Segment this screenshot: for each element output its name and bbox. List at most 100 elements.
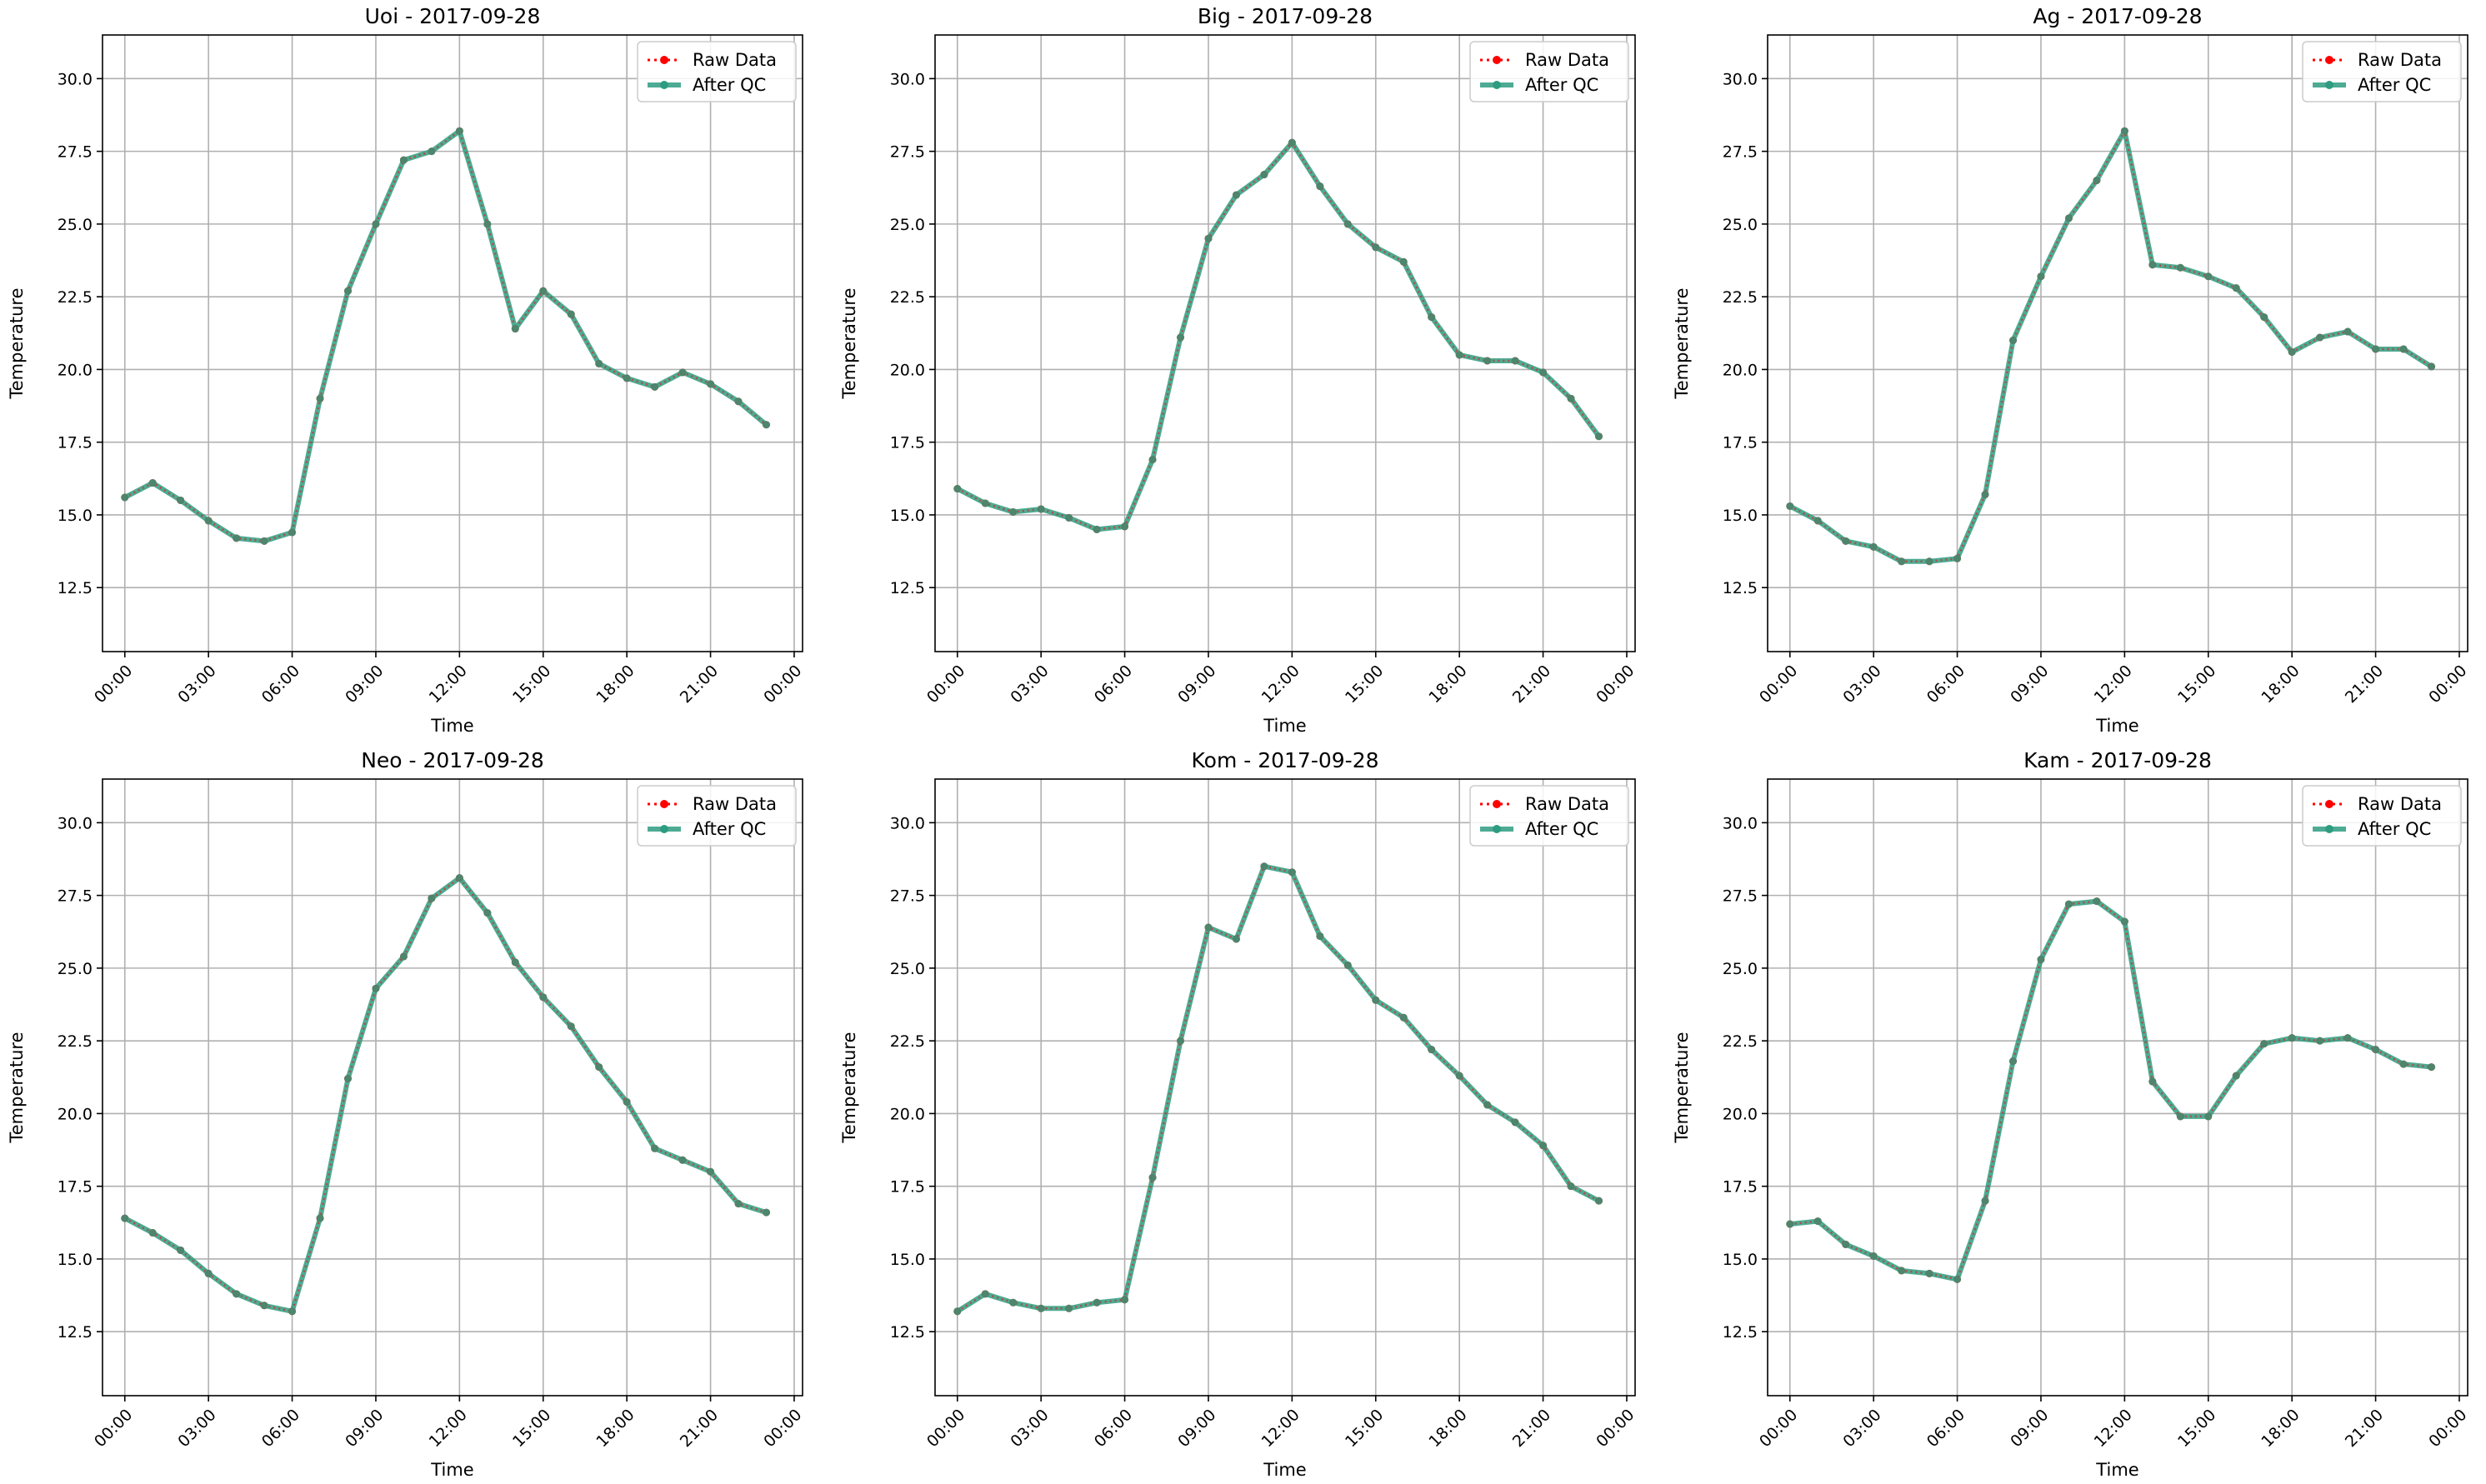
y-tick-label: 25.0	[890, 960, 925, 978]
series-line-raw-data	[1789, 900, 2432, 1281]
after-qc-point	[2093, 177, 2101, 185]
after-qc-point	[1898, 557, 1906, 566]
axes-frame	[102, 34, 803, 652]
after-qc-point	[2399, 345, 2408, 353]
x-tick-label: 06:00	[1923, 662, 1968, 707]
after-qc-point	[2343, 1034, 2352, 1042]
x-tick-label: 09:00	[342, 1406, 387, 1451]
after-qc-point	[678, 1156, 687, 1164]
y-tick-label: 27.5	[890, 887, 925, 906]
after-qc-point	[511, 958, 519, 967]
after-qc-point	[2260, 313, 2268, 322]
subplot-title: Ag - 2017-09-28	[2033, 4, 2202, 28]
x-tick-label: 18:00	[2258, 662, 2303, 707]
x-tick-label: 06:00	[258, 662, 303, 707]
after-qc-point	[762, 1208, 770, 1217]
axes-frame	[102, 778, 803, 1397]
after-qc-point	[2288, 347, 2296, 356]
after-qc-point	[1121, 522, 1129, 531]
after-qc-point	[2120, 127, 2128, 135]
after-qc-point	[177, 1246, 185, 1254]
after-qc-point	[1842, 537, 1850, 545]
after-qc-point	[204, 1269, 213, 1277]
after-qc-point	[1037, 505, 1045, 513]
y-axis-label: Temperature	[839, 1032, 859, 1143]
y-tick-label: 30.0	[1723, 70, 1758, 88]
legend-raw-marker	[1493, 56, 1501, 64]
y-axis-label: Temperature	[1672, 287, 1692, 399]
y-tick-label: 30.0	[890, 814, 925, 832]
series-line-raw-data	[1789, 127, 2433, 563]
after-qc-point	[399, 156, 408, 164]
after-qc-point	[734, 397, 743, 406]
after-qc-point	[1925, 557, 1933, 566]
after-qc-point	[428, 147, 436, 156]
after-qc-point	[233, 534, 241, 542]
y-tick-label: 22.5	[58, 288, 93, 307]
y-tick-label: 12.5	[1723, 1323, 1758, 1342]
y-tick-label: 15.0	[1723, 507, 1758, 525]
series-line-after-qc	[956, 863, 1600, 1314]
y-tick-label: 17.5	[58, 434, 93, 452]
after-qc-point	[2009, 337, 2018, 345]
legend: Raw Data After QC	[637, 785, 797, 847]
after-qc-point	[1093, 525, 1101, 533]
y-tick-label: 25.0	[1723, 216, 1758, 234]
subplot-title: Uoi - 2017-09-28	[365, 4, 541, 28]
x-tick-label: 03:00	[1839, 662, 1884, 707]
y-tick-label: 20.0	[890, 361, 925, 379]
after-qc-point	[1065, 513, 1073, 522]
y-tick-label: 27.5	[58, 887, 93, 906]
after-qc-point	[1232, 191, 1240, 199]
after-qc-point	[1898, 1267, 1906, 1275]
x-tick-label: 03:00	[1839, 1406, 1884, 1451]
after-qc-point	[372, 984, 380, 992]
x-axis-label: Time	[430, 716, 473, 736]
after-qc-point	[455, 127, 463, 135]
after-qc-point	[539, 993, 548, 1002]
after-qc-point	[651, 382, 659, 391]
legend-qc-label: After QC	[693, 819, 766, 839]
after-qc-point	[483, 220, 492, 228]
after-qc-point	[1009, 507, 1018, 516]
x-tick-label: 18:00	[2258, 1406, 2303, 1451]
after-qc-point	[595, 1063, 603, 1072]
after-qc-point	[1842, 1240, 1850, 1248]
axes-frame	[1767, 778, 2468, 1397]
after-qc-point	[260, 537, 268, 545]
y-tick-label: 17.5	[1723, 434, 1758, 452]
legend-qc-marker	[1493, 81, 1501, 89]
x-tick-label: 09:00	[1174, 1406, 1219, 1451]
after-qc-point	[1567, 1182, 1575, 1191]
legend-raw-label: Raw Data	[693, 794, 777, 814]
after-qc-point	[1065, 1304, 1073, 1312]
after-qc-point	[428, 894, 436, 902]
after-qc-point	[1204, 923, 1213, 932]
x-tick-label: 00:00	[1593, 1406, 1638, 1451]
x-tick-label: 03:00	[1007, 1406, 1052, 1451]
after-qc-point	[455, 874, 463, 882]
legend: Raw Data After QC	[2302, 41, 2462, 102]
y-tick-label: 22.5	[890, 288, 925, 307]
after-qc-point	[2427, 362, 2435, 371]
after-qc-point	[1177, 1037, 1185, 1045]
after-qc-point	[1869, 1252, 1878, 1260]
after-qc-point	[539, 287, 548, 295]
after-qc-point	[1260, 171, 1268, 179]
after-qc-point	[2316, 1037, 2324, 1045]
x-tick-label: 09:00	[2007, 662, 2052, 707]
x-tick-label: 09:00	[1174, 662, 1219, 707]
after-qc-point	[2232, 1072, 2240, 1080]
x-tick-label: 21:00	[2342, 662, 2387, 707]
after-qc-point	[1232, 935, 1240, 943]
after-qc-point	[2372, 345, 2380, 353]
x-tick-label: 03:00	[1007, 662, 1052, 707]
y-tick-label: 27.5	[1723, 143, 1758, 162]
y-tick-label: 15.0	[890, 507, 925, 525]
after-qc-point	[2288, 1034, 2296, 1042]
y-tick-label: 22.5	[1723, 288, 1758, 307]
x-tick-label: 03:00	[174, 1406, 219, 1451]
x-tick-label: 00:00	[1593, 662, 1638, 707]
x-axis-label: Time	[1263, 1460, 1306, 1480]
legend-raw-marker	[1493, 800, 1501, 808]
